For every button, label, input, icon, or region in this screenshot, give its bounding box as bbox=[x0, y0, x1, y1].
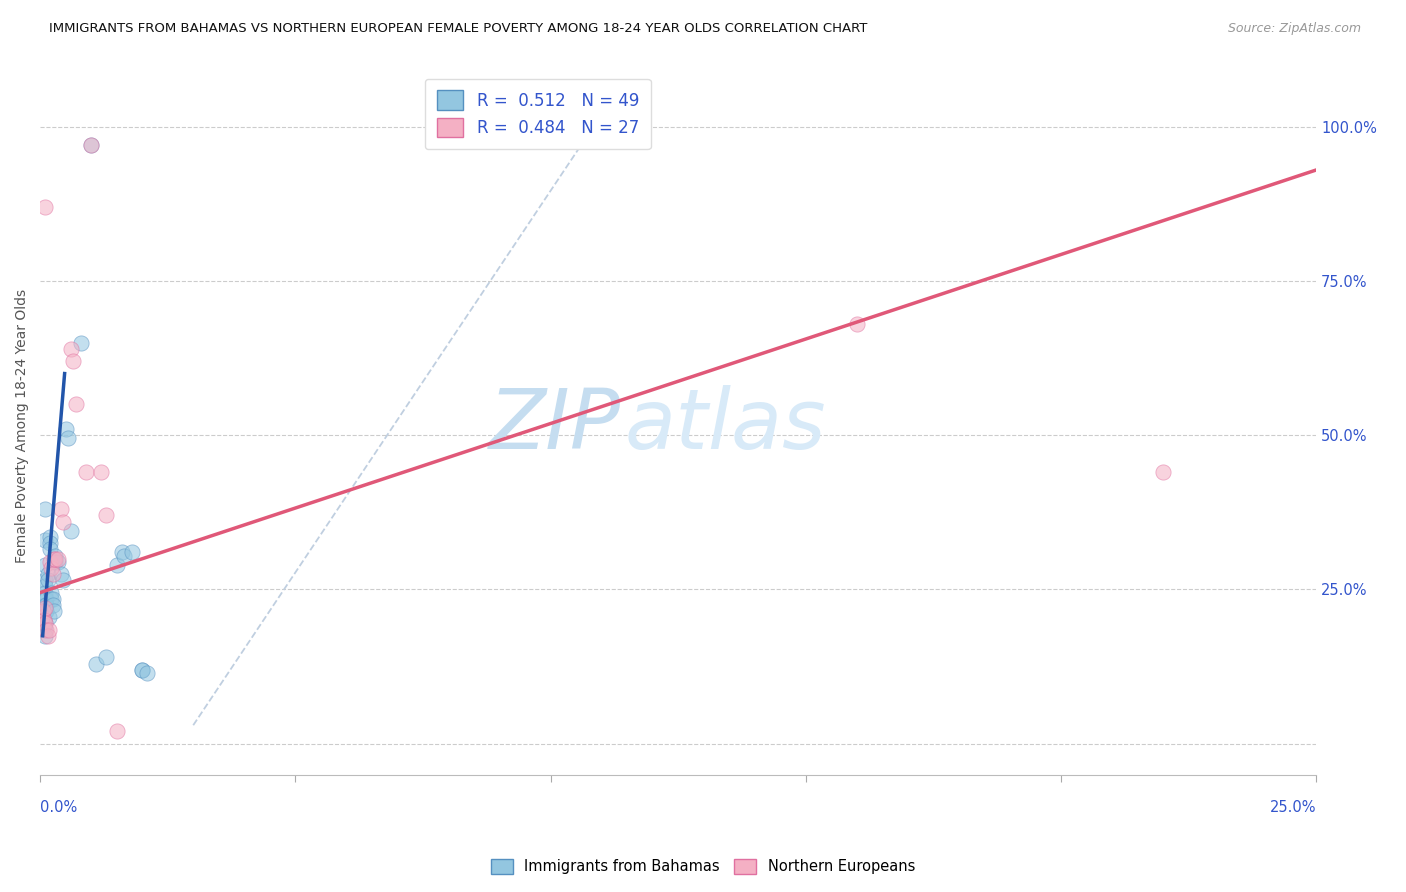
Point bbox=[41, 585, 63, 599]
Point bbox=[44, 551, 66, 566]
Point bbox=[131, 663, 153, 677]
Point bbox=[32, 607, 55, 622]
Legend: Immigrants from Bahamas, Northern Europeans: Immigrants from Bahamas, Northern Europe… bbox=[485, 853, 921, 880]
Point bbox=[35, 604, 58, 618]
Point bbox=[39, 542, 62, 557]
Point bbox=[34, 601, 56, 615]
Point bbox=[44, 549, 66, 563]
Point bbox=[34, 533, 56, 548]
Text: ZIP: ZIP bbox=[489, 385, 620, 467]
Point bbox=[56, 431, 79, 445]
Point bbox=[34, 579, 56, 593]
Point bbox=[55, 422, 77, 436]
Text: atlas: atlas bbox=[624, 385, 827, 467]
Point bbox=[32, 604, 55, 618]
Point bbox=[105, 558, 128, 572]
Point bbox=[44, 604, 66, 618]
Point bbox=[845, 317, 868, 331]
Legend: R =  0.512   N = 49, R =  0.484   N = 27: R = 0.512 N = 49, R = 0.484 N = 27 bbox=[425, 78, 651, 149]
Point bbox=[39, 536, 62, 550]
Point bbox=[35, 591, 58, 606]
Point bbox=[34, 591, 56, 606]
Point bbox=[32, 613, 55, 627]
Point bbox=[34, 629, 56, 643]
Text: 25.0%: 25.0% bbox=[1270, 799, 1316, 814]
Point bbox=[34, 585, 56, 599]
Point bbox=[41, 591, 63, 606]
Point bbox=[39, 530, 62, 544]
Point bbox=[35, 623, 58, 637]
Point bbox=[42, 567, 65, 582]
Point bbox=[38, 610, 60, 624]
Point bbox=[44, 551, 66, 566]
Text: 0.0%: 0.0% bbox=[41, 799, 77, 814]
Point bbox=[31, 613, 53, 627]
Point bbox=[1152, 465, 1174, 479]
Point bbox=[34, 623, 56, 637]
Point bbox=[37, 567, 59, 582]
Point bbox=[34, 200, 56, 214]
Point bbox=[49, 567, 72, 582]
Point bbox=[34, 573, 56, 587]
Point bbox=[105, 724, 128, 739]
Point bbox=[42, 591, 65, 606]
Y-axis label: Female Poverty Among 18-24 Year Olds: Female Poverty Among 18-24 Year Olds bbox=[15, 289, 30, 563]
Point bbox=[37, 629, 59, 643]
Text: IMMIGRANTS FROM BAHAMAS VS NORTHERN EUROPEAN FEMALE POVERTY AMONG 18-24 YEAR OLD: IMMIGRANTS FROM BAHAMAS VS NORTHERN EURO… bbox=[49, 22, 868, 36]
Point bbox=[41, 561, 63, 575]
Point bbox=[49, 502, 72, 516]
Point bbox=[62, 354, 84, 368]
Point bbox=[65, 397, 87, 411]
Point bbox=[96, 650, 118, 665]
Point bbox=[136, 665, 159, 680]
Text: Source: ZipAtlas.com: Source: ZipAtlas.com bbox=[1227, 22, 1361, 36]
Point bbox=[32, 601, 55, 615]
Point bbox=[52, 573, 75, 587]
Point bbox=[34, 616, 56, 631]
Point bbox=[46, 551, 69, 566]
Point bbox=[121, 545, 143, 559]
Point bbox=[59, 342, 82, 356]
Point bbox=[80, 138, 103, 153]
Point bbox=[31, 610, 53, 624]
Point bbox=[34, 558, 56, 572]
Point bbox=[59, 524, 82, 538]
Point bbox=[96, 508, 118, 523]
Point bbox=[70, 335, 93, 350]
Point bbox=[38, 623, 60, 637]
Point bbox=[31, 604, 53, 618]
Point bbox=[111, 545, 134, 559]
Point bbox=[90, 465, 112, 479]
Point bbox=[35, 598, 58, 612]
Point bbox=[75, 465, 97, 479]
Point bbox=[52, 515, 75, 529]
Point bbox=[34, 616, 56, 631]
Point bbox=[131, 663, 153, 677]
Point bbox=[80, 138, 103, 153]
Point bbox=[34, 598, 56, 612]
Point bbox=[34, 502, 56, 516]
Point bbox=[32, 619, 55, 633]
Point bbox=[84, 657, 107, 671]
Point bbox=[37, 573, 59, 587]
Point bbox=[42, 598, 65, 612]
Point bbox=[44, 555, 66, 569]
Point bbox=[39, 555, 62, 569]
Point bbox=[112, 549, 135, 563]
Point bbox=[46, 555, 69, 569]
